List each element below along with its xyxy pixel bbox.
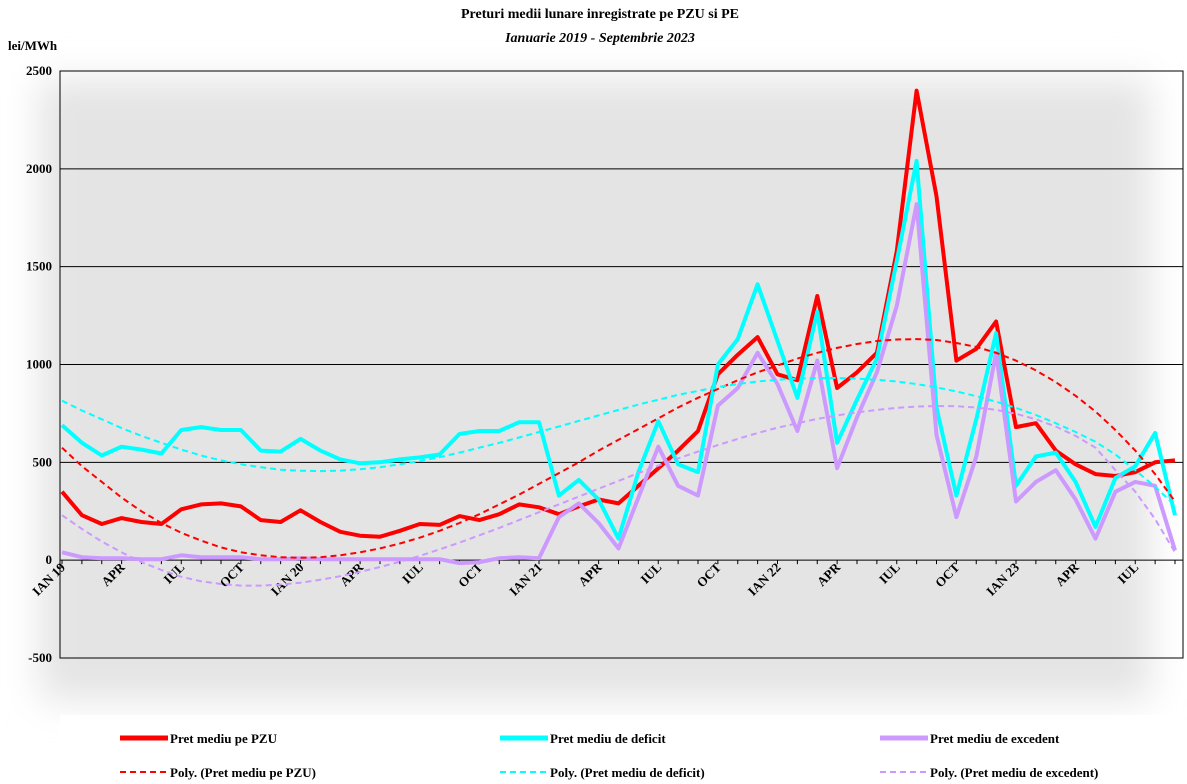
y-tick-label: -500 <box>28 650 52 665</box>
y-tick-label: 0 <box>46 552 53 567</box>
y-tick-label: 2000 <box>26 161 52 176</box>
legend-label: Poly. (Pret mediu pe PZU) <box>170 765 316 780</box>
chart-subtitle: Ianuarie 2019 - Septembrie 2023 <box>504 31 695 46</box>
series-line <box>60 159 1177 541</box>
legend-label: Poly. (Pret mediu de excedent) <box>930 765 1098 780</box>
legend-box <box>60 715 1183 784</box>
y-tick-label: 1000 <box>26 357 52 372</box>
legend-label: Poly. (Pret mediu de deficit) <box>550 765 705 780</box>
y-tick-label: 1500 <box>26 259 52 274</box>
trend-line <box>61 405 1176 587</box>
trend-line <box>61 377 1176 507</box>
y-tick-label: 2500 <box>26 63 52 78</box>
series-line <box>61 202 1177 566</box>
plot-shadow <box>40 80 1150 700</box>
legend-label: Pret mediu de deficit <box>550 731 666 746</box>
y-tick-label: 500 <box>33 454 53 469</box>
legend-label: Pret mediu de excedent <box>930 731 1060 746</box>
trend-line <box>61 338 1176 559</box>
y-axis-label: lei/MWh <box>8 38 58 53</box>
chart-title: Preturi medii lunare inregistrate pe PZU… <box>461 7 739 22</box>
legend-label: Pret mediu pe PZU <box>170 731 278 746</box>
series-line <box>60 88 1176 539</box>
